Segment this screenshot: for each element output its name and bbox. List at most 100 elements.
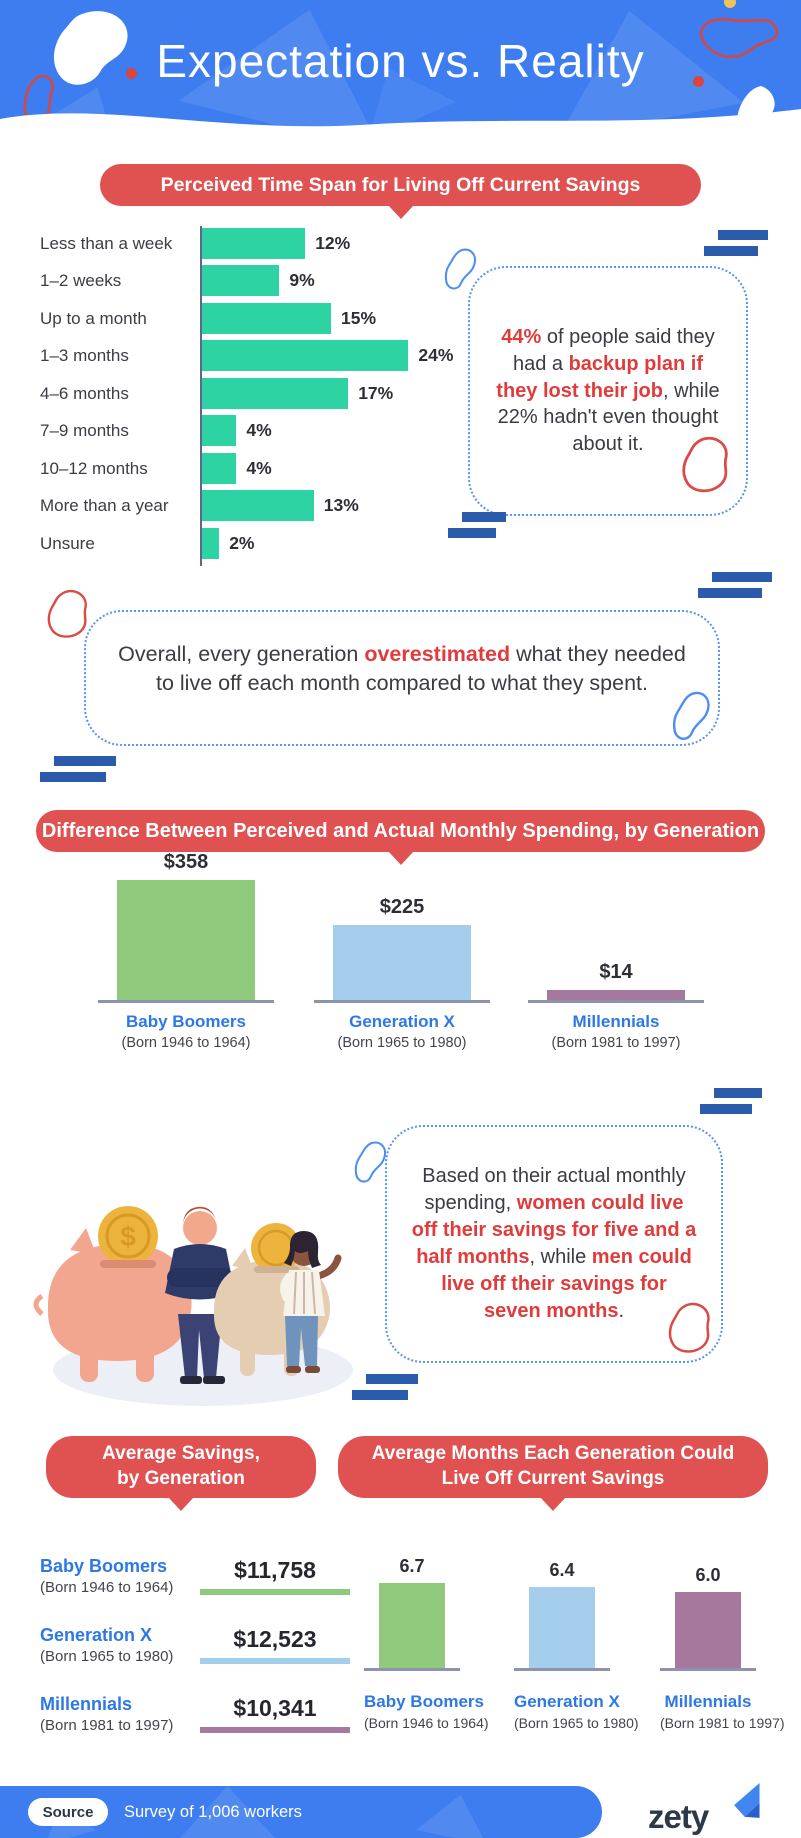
- bar: [202, 378, 349, 409]
- bar-value-label: 17%: [358, 383, 394, 403]
- generation-name: Millennials: [40, 1694, 133, 1714]
- banner-pointer: [387, 205, 414, 219]
- savings-row: Generation X (Born 1965 to 1980) $12,523: [40, 1625, 350, 1671]
- woman-figure: [280, 1231, 342, 1373]
- bar-row: Less than a week 12%: [0, 228, 801, 259]
- blue-blob-decoration: [444, 248, 476, 290]
- savings-row: Millennials (Born 1981 to 1997) $10,341: [40, 1694, 350, 1740]
- bar-value-label: 6.7: [399, 1556, 425, 1576]
- generation-born: (Born 1981 to 1997): [551, 1035, 681, 1051]
- callout-text: Overall, every generation overestimated …: [118, 641, 686, 695]
- callout-text: 44% of people said they had a backup pla…: [496, 326, 720, 456]
- callout-gender: Based on their actual monthly spending, …: [385, 1125, 723, 1363]
- bar-group: 6.7: [364, 1556, 460, 1668]
- callout-text: Based on their actual monthly spending, …: [411, 1165, 697, 1322]
- bar: [202, 415, 237, 446]
- bar-value-label: $14: [599, 961, 633, 983]
- red-dot-decoration: [693, 76, 704, 87]
- savings-value: $10,341: [233, 1695, 317, 1721]
- bar-value-label: 13%: [323, 495, 359, 515]
- coin-dollar-symbol: $: [120, 1221, 136, 1252]
- red-squiggle-decoration: [700, 17, 779, 59]
- page-title: Expectation vs. Reality: [156, 35, 645, 87]
- bar-value-label: 9%: [289, 270, 315, 290]
- bar-group: $14: [528, 842, 704, 1000]
- bar-group: 6.4: [514, 1556, 610, 1668]
- bar-value-label: 15%: [341, 308, 377, 328]
- bar-category-label: Up to a month: [40, 308, 147, 328]
- bar-row: 7–9 months 4%: [0, 415, 801, 446]
- bar: [547, 990, 685, 1000]
- banner-pointer: [387, 851, 414, 865]
- bar-value-label: $225: [379, 895, 425, 918]
- equals-decoration: [352, 1374, 418, 1400]
- bar-category-label: Unsure: [40, 533, 95, 553]
- bar: [202, 528, 220, 559]
- section-banner-timespan: Perceived Time Span for Living Off Curre…: [100, 164, 701, 219]
- equals-decoration: [704, 230, 768, 256]
- bar: [333, 924, 471, 1000]
- source-badge-label: Source: [42, 1803, 94, 1821]
- generation-born: (Born 1965 to 1980): [337, 1035, 467, 1051]
- chart-baseline: [364, 1668, 460, 1671]
- banner-pointer: [540, 1497, 566, 1511]
- generation-name: Baby Boomers: [126, 1012, 246, 1031]
- bar-group: $225: [314, 842, 490, 1000]
- generation-name: Generation X: [349, 1012, 455, 1031]
- bar: [529, 1586, 595, 1668]
- bar: [202, 340, 409, 371]
- bar-row: Unsure 2%: [0, 528, 801, 559]
- generation-name: Millennials: [572, 1012, 660, 1031]
- generation-name: Baby Boomers: [40, 1556, 168, 1576]
- bar-value-label: 12%: [315, 233, 351, 253]
- bar-category-label: 10–12 months: [40, 458, 148, 478]
- generation-name: Baby Boomers: [364, 1692, 484, 1711]
- bar-value-label: 4%: [246, 420, 272, 440]
- blue-blob-decoration: [672, 691, 710, 740]
- banner-label: Difference Between Perceived and Actual …: [41, 819, 760, 842]
- generation-born: (Born 1981 to 1997): [40, 1717, 174, 1734]
- header-banner: Expectation vs. Reality: [0, 0, 801, 138]
- bar-category-label: 4–6 months: [40, 383, 129, 403]
- bar-category-label: Less than a week: [40, 233, 173, 253]
- bar-value-label: 6.4: [549, 1559, 575, 1580]
- source-badge: Source: [28, 1798, 108, 1826]
- chart-baseline: [514, 1668, 610, 1671]
- white-blob-decoration: [53, 11, 128, 85]
- generation-born: (Born 1946 to 1964): [121, 1035, 251, 1051]
- bar-row: 1–2 weeks 9%: [0, 265, 801, 296]
- chart-axis-line: [200, 226, 202, 566]
- banner-label: Perceived Time Span for Living Off Curre…: [160, 173, 641, 196]
- generation-name: Millennials: [664, 1692, 752, 1711]
- generation-born: (Born 1946 to 1964): [40, 1579, 174, 1596]
- bar-row: 10–12 months 4%: [0, 453, 801, 484]
- savings-row: Baby Boomers (Born 1946 to 1964) $11,758: [40, 1556, 350, 1602]
- bar: [675, 1591, 741, 1668]
- savings-value: $12,523: [233, 1626, 317, 1652]
- section-banner-difference: Difference Between Perceived and Actual …: [36, 810, 765, 865]
- equals-decoration: [40, 756, 116, 782]
- generation-name: Generation X: [514, 1692, 620, 1711]
- brand-logo[interactable]: zety: [648, 1798, 709, 1836]
- bar: [202, 265, 280, 296]
- bar-group: $358: [98, 842, 274, 1000]
- section-banner-months: Average Months Each Generation Could Liv…: [338, 1436, 768, 1511]
- bar-value-label: $358: [163, 851, 209, 874]
- bar-category-label: 1–3 months: [40, 345, 129, 365]
- bar: [202, 228, 306, 259]
- bar-group: 6.0: [660, 1556, 756, 1668]
- banner-label-line2: Live Off Current Savings: [441, 1468, 665, 1489]
- wave-edge: [0, 109, 801, 139]
- bar-row: 1–3 months 24%: [0, 340, 801, 371]
- equals-decoration: [700, 1088, 762, 1114]
- footer-banner: Source Survey of 1,006 workers: [0, 1786, 602, 1838]
- bar-category-label: More than a year: [40, 495, 169, 515]
- man-figure: [165, 1206, 235, 1384]
- bar: [202, 453, 237, 484]
- value-underline: [200, 1589, 350, 1595]
- savings-illustration: $: [33, 1206, 353, 1406]
- banner-label-line1: Average Savings,: [102, 1443, 260, 1465]
- equals-decoration: [448, 512, 506, 538]
- bar-row: Up to a month 15%: [0, 303, 801, 334]
- yellow-dot-decoration: [724, 0, 736, 8]
